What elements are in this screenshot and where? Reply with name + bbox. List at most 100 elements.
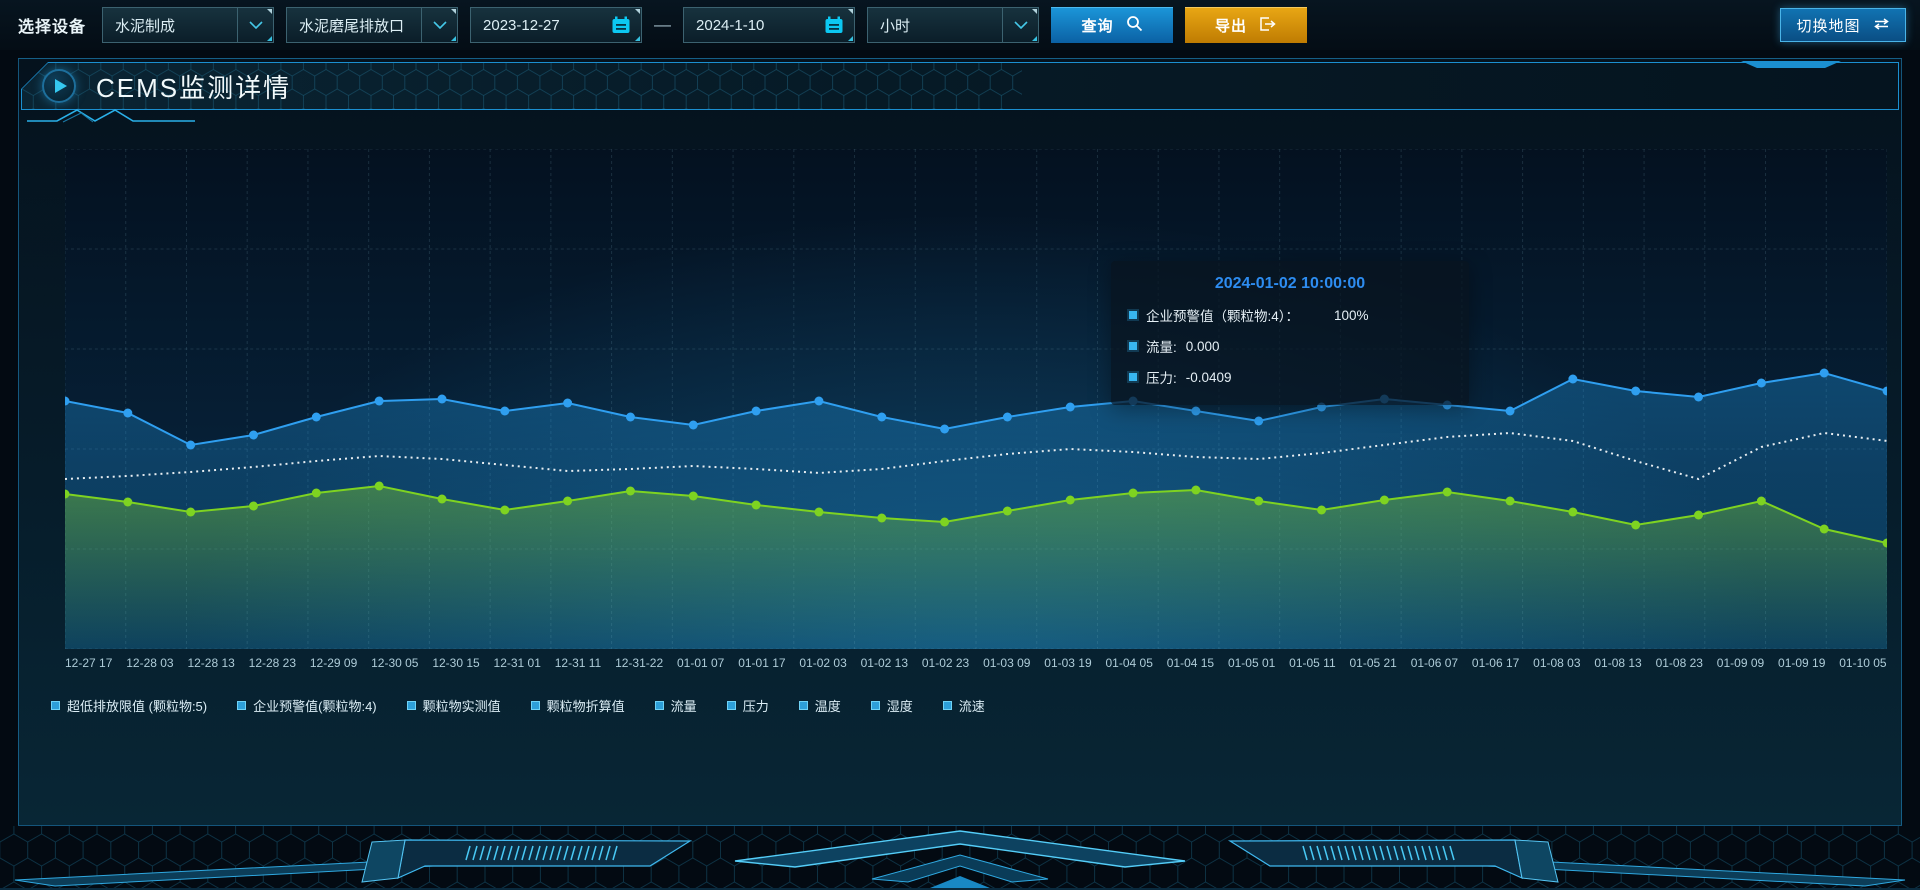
date-range-separator: — — [654, 15, 672, 34]
chart-legend: 超低排放限值 (颗粒物:5) 企业预警值(颗粒物:4) 颗粒物实测值 颗粒物折算值 流量… — [51, 696, 1887, 715]
export-button-label: 导出 — [1215, 18, 1248, 35]
chart-tooltip: 2024-01-02 10:00:00 企业预警值（颗粒物:4）： 100% 流量:… — [1111, 261, 1469, 405]
switch-map-label: 切换地图 — [1796, 17, 1861, 35]
x-axis-label: 01-10 05 — [1839, 656, 1887, 670]
legend-marker — [798, 701, 808, 710]
panel-titlebar: CEMS监测详情 — [21, 61, 1899, 123]
legend-item[interactable]: 湿度 — [870, 696, 913, 715]
x-axis-label: 12-31 01 — [493, 656, 541, 670]
legend-label: 颗粒物实测值 — [422, 699, 501, 714]
end-date-input[interactable]: 2024-1-10 — [683, 7, 856, 43]
x-axis-label: 01-02 23 — [921, 656, 970, 670]
legend-item[interactable]: 企业预警值(颗粒物:4) — [237, 696, 377, 715]
x-axis-label: 01-02 13 — [860, 656, 908, 670]
swap-arrows-icon — [1873, 17, 1890, 34]
x-axis-label: 01-04 15 — [1166, 656, 1215, 670]
search-icon — [1126, 15, 1143, 36]
tooltip-label: 企业预警值（颗粒物:4）： — [1146, 309, 1300, 324]
legend-marker — [51, 701, 60, 710]
cems-panel: CEMS监测详情 12-27 17 12-28 03 12-28 13 12-2 — [18, 58, 1902, 826]
x-axis-label: 12-30 15 — [432, 656, 480, 670]
bottom-tech-frame-decoration — [0, 826, 1920, 890]
legend-label: 企业预警值(颗粒物:4) — [253, 699, 377, 714]
x-axis-label: 12-28 03 — [126, 656, 174, 670]
chevron-down-icon[interactable] — [421, 8, 457, 42]
legend-marker — [654, 701, 664, 710]
x-axis-label: 01-01 17 — [738, 656, 786, 670]
tooltip-marker — [1129, 373, 1137, 381]
legend-label: 流量 — [670, 699, 697, 714]
x-axis-label: 01-03 19 — [1044, 656, 1092, 670]
outlet-select[interactable]: 水泥磨尾排放口 — [286, 7, 459, 43]
tooltip-title: 2024-01-02 10:00:00 — [1214, 275, 1366, 292]
device-select[interactable]: 水泥制成 — [102, 7, 275, 43]
chevron-down-icon[interactable] — [237, 8, 273, 42]
legend-item[interactable]: 压力 — [726, 696, 769, 715]
export-button[interactable]: 导出 — [1185, 7, 1308, 43]
x-axis-label: 12-31-22 — [615, 656, 664, 670]
legend-item[interactable]: 温度 — [798, 696, 841, 715]
x-axis-label: 01-03 09 — [983, 656, 1031, 670]
legend-label: 颗粒物折算值 — [546, 699, 625, 714]
titlebar-inner: CEMS监测详情 — [22, 63, 1898, 109]
page-title: CEMS监测详情 — [96, 72, 292, 103]
x-axis-label: 12-29 09 — [309, 656, 358, 670]
tooltip-value: -0.0409 — [1185, 369, 1232, 385]
x-axis-label: 01-01 07 — [676, 656, 725, 670]
legend-marker — [406, 701, 416, 710]
legend-marker — [237, 701, 247, 710]
legend-item[interactable]: 流量 — [654, 696, 697, 715]
legend-item[interactable]: 超低排放限值 (颗粒物:5) — [51, 696, 207, 715]
legend-marker — [530, 701, 540, 710]
x-axis-label: 01-05 11 — [1289, 656, 1336, 670]
interval-select-value: 小时 — [880, 17, 911, 35]
start-date-input[interactable]: 2023-12-27 — [470, 7, 643, 43]
x-axis-label: 01-04 05 — [1105, 656, 1153, 670]
calendar-icon[interactable] — [601, 8, 641, 42]
x-axis-label: 12-31 11 — [554, 656, 602, 670]
legend-label: 流速 — [958, 699, 985, 714]
legend-label: 超低排放限值 (颗粒物:5) — [67, 699, 208, 714]
interval-select[interactable]: 小时 — [867, 7, 1040, 43]
query-button[interactable]: 查询 — [1051, 7, 1174, 43]
toolbar: 选择设备 水泥制成 水泥磨尾排放口 2023-12-27 — 2024-1-10 — [0, 0, 1920, 50]
legend-item[interactable]: 颗粒物实测值 — [406, 696, 501, 715]
query-button-label: 查询 — [1081, 18, 1114, 35]
x-axis-label: 01-09 09 — [1716, 656, 1765, 670]
titlebar-notch — [1741, 61, 1841, 68]
x-axis-label: 01-05 01 — [1227, 656, 1276, 670]
tooltip-marker — [1129, 311, 1137, 319]
x-axis-label: 12-28 23 — [248, 656, 297, 670]
device-label: 选择设备 — [18, 19, 87, 36]
x-axis-label: 01-05 21 — [1349, 656, 1397, 670]
device-select-value: 水泥制成 — [115, 17, 176, 35]
x-axis-label: 12-30 05 — [371, 656, 419, 670]
tooltip-value: 0.000 — [1185, 338, 1220, 354]
tooltip-marker — [1129, 342, 1137, 350]
switch-map-button[interactable]: 切换地图 — [1780, 8, 1906, 42]
x-axis-label: 01-06 07 — [1410, 656, 1459, 670]
tooltip-label: 压力: — [1146, 371, 1177, 386]
legend-item[interactable]: 颗粒物折算值 — [530, 696, 625, 715]
x-axis-label: 01-08 23 — [1655, 656, 1703, 670]
end-date-value: 2024-1-10 — [696, 16, 765, 34]
chart-section: 12-27 17 12-28 03 12-28 13 12-28 23 12-29 09… — [19, 113, 1901, 825]
legend-label: 湿度 — [886, 699, 913, 714]
outlet-select-value: 水泥磨尾排放口 — [299, 17, 405, 35]
legend-marker — [870, 701, 880, 710]
legend-label: 温度 — [814, 699, 841, 714]
tooltip-row: 压力: -0.0409 — [1129, 367, 1451, 387]
start-date-value: 2023-12-27 — [483, 16, 560, 34]
chevron-down-icon[interactable] — [1002, 8, 1038, 42]
x-axis-label: 12-27 17 — [65, 656, 113, 670]
tooltip-row: 企业预警值（颗粒物:4）： 100% — [1129, 305, 1451, 325]
cems-line-chart[interactable] — [65, 149, 1887, 649]
x-axis-labels: 12-27 17 12-28 03 12-28 13 12-28 23 12-29 09… — [65, 656, 1887, 670]
legend-item[interactable]: 流速 — [942, 696, 985, 715]
calendar-icon[interactable] — [814, 8, 854, 42]
x-axis-label: 01-09 19 — [1778, 656, 1826, 670]
tooltip-value: 100% — [1334, 307, 1369, 323]
play-icon — [42, 69, 76, 103]
export-icon — [1259, 16, 1277, 36]
x-axis-label: 01-08 13 — [1594, 656, 1642, 670]
